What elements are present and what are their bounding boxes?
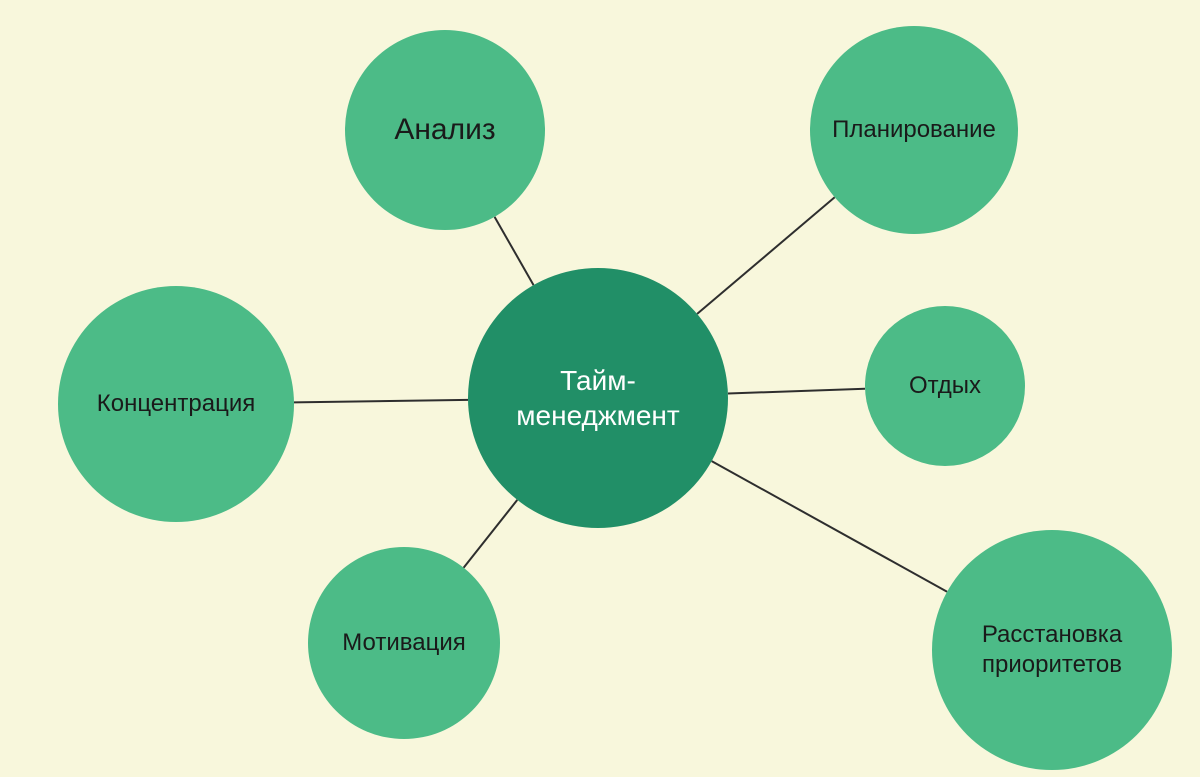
node-planning: Планирование: [810, 26, 1018, 234]
node-priorities: Расстановкаприоритетов: [932, 530, 1172, 770]
node-rest-label: Отдых: [901, 371, 989, 401]
node-motivation-label: Мотивация: [334, 628, 473, 658]
center-node-label: Тайм-менеджмент: [508, 363, 687, 433]
node-planning-label: Планирование: [824, 115, 1004, 145]
node-analysis-label: Анализ: [386, 111, 503, 149]
node-rest: Отдых: [865, 306, 1025, 466]
node-motivation: Мотивация: [308, 547, 500, 739]
edge: [728, 389, 865, 394]
node-priorities-label: Расстановкаприоритетов: [974, 620, 1130, 680]
node-analysis: Анализ: [345, 30, 545, 230]
edge: [294, 400, 468, 402]
edge: [495, 217, 534, 285]
edge: [464, 500, 518, 568]
center-node: Тайм-менеджмент: [468, 268, 728, 528]
edge: [712, 461, 947, 592]
node-concentration: Концентрация: [58, 286, 294, 522]
node-concentration-label: Концентрация: [89, 389, 264, 419]
edge: [697, 197, 835, 314]
